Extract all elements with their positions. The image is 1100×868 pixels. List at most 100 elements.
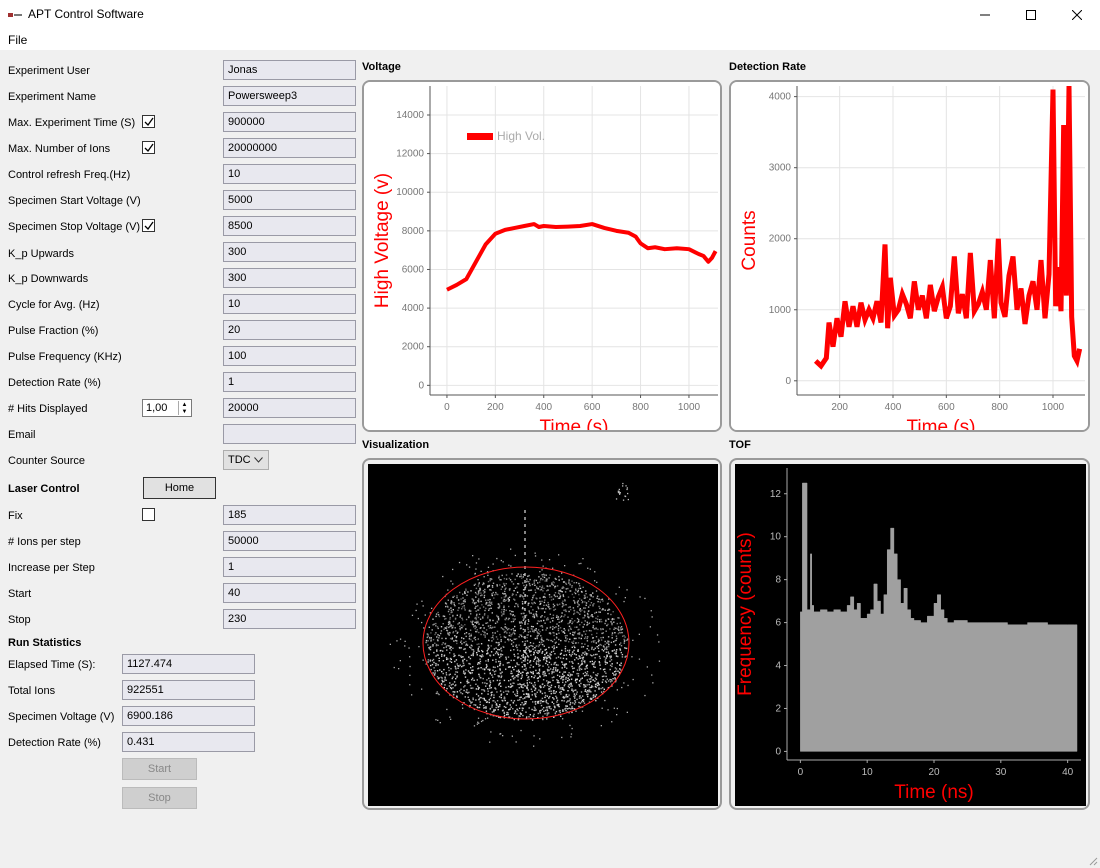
control-refresh-input[interactable]: 10 [223,164,356,184]
pulse-frequency-label: Pulse Frequency (KHz) [8,351,122,363]
spin-arrows[interactable]: ▲ ▼ [178,401,190,415]
hit-point [556,670,558,672]
hit-point [475,615,478,617]
detection-rate-input[interactable]: 1 [223,372,356,392]
hit-point [527,656,530,658]
hit-point [477,649,479,651]
spin-down-icon[interactable]: ▼ [181,408,188,415]
experiment-user-input[interactable]: Jonas [223,60,356,80]
hit-point [606,655,608,657]
hits-displayed-spinbox[interactable]: 1,00 ▲ ▼ [142,399,192,417]
hit-point [578,563,580,565]
max-number-ions-checkbox[interactable] [142,141,155,154]
pulse-frequency-input[interactable]: 100 [223,346,356,366]
increase-per-step-input[interactable]: 1 [223,557,356,577]
hit-point [497,654,500,656]
hit-point [445,646,447,648]
hit-point [595,678,598,681]
hit-point [442,575,444,578]
hit-point [486,653,488,655]
close-button[interactable] [1054,0,1100,30]
hit-point [480,592,482,594]
hit-point [607,709,609,711]
kp-upwards-input[interactable]: 300 [223,242,356,262]
hit-point [540,648,542,650]
hit-point [524,620,526,623]
fix-label: Fix [8,510,23,522]
hit-point [478,592,480,594]
email-input[interactable] [223,424,356,444]
hit-point [500,696,502,699]
hit-point [613,641,615,643]
max-experiment-time-checkbox[interactable] [142,115,155,128]
kp-downwards-input[interactable]: 300 [223,268,356,288]
app-icon [8,13,22,17]
hit-point [510,649,512,652]
laser-stop-input[interactable]: 230 [223,609,356,629]
hit-point [619,643,621,646]
hit-point [555,691,557,693]
hit-point [478,623,480,625]
max-number-ions-input[interactable]: 20000000 [223,138,356,158]
hit-point [464,673,466,675]
hit-point [532,673,534,675]
cycle-avg-input[interactable]: 10 [223,294,356,314]
hit-point [548,655,551,657]
hit-point [617,617,619,619]
hit-point [437,644,439,646]
hit-point [539,585,541,588]
home-button[interactable]: Home [143,477,216,499]
stop-button[interactable]: Stop [122,787,197,809]
hit-point [517,669,520,671]
fix-checkbox[interactable] [142,508,155,521]
maximize-button[interactable] [1008,0,1054,30]
hit-point [547,617,549,619]
hit-point [605,675,607,678]
menu-file[interactable]: File [8,33,28,47]
hit-point [615,655,618,657]
hit-point [621,631,623,634]
experiment-name-input[interactable]: Powersweep3 [223,86,356,106]
counter-source-select[interactable]: TDC [223,450,269,470]
minimize-button[interactable] [962,0,1008,30]
hit-point [516,713,518,715]
hit-point [488,609,490,611]
hit-point [594,660,596,663]
hits-displayed-input[interactable]: 20000 [223,398,356,418]
hit-point [596,595,599,597]
hit-point [613,621,615,623]
specimen-stop-voltage-checkbox[interactable] [142,219,155,232]
max-experiment-time-input[interactable]: 900000 [223,112,356,132]
hit-point [514,655,516,657]
hit-point [449,682,451,684]
specimen-stop-voltage-input[interactable]: 8500 [223,216,356,236]
laser-start-input[interactable]: 40 [223,583,356,603]
hit-point [450,609,452,612]
hit-point [644,694,646,697]
hit-point [583,623,585,626]
hit-point [409,674,411,676]
start-button[interactable]: Start [122,758,197,780]
hit-point [482,616,484,618]
hit-point [567,700,569,702]
resize-grip-icon[interactable] [1088,856,1098,866]
hit-point [574,679,577,682]
pulse-fraction-input[interactable]: 20 [223,320,356,340]
hit-point [602,679,604,681]
hit-point [453,655,455,658]
hit-point [611,623,613,626]
hit-point [549,626,552,628]
hit-point [556,701,558,703]
spin-up-icon[interactable]: ▲ [181,401,188,408]
hit-point [464,685,466,687]
hit-point [544,622,546,624]
ions-per-step-input[interactable]: 50000 [223,531,356,551]
hit-point [619,622,621,624]
specimen-start-voltage-input[interactable]: 5000 [223,190,356,210]
hit-point [615,652,617,655]
fix-input[interactable]: 185 [223,505,356,525]
hit-point [502,628,504,630]
hit-point [507,701,509,704]
hit-point [471,677,474,679]
x-tick-label: 10 [862,767,874,778]
